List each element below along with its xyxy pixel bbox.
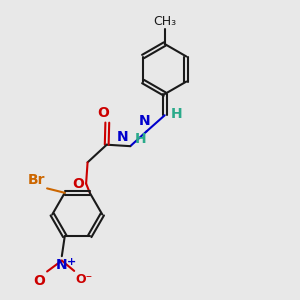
Text: N: N [56, 258, 68, 272]
Text: +: + [67, 257, 76, 267]
Text: Br: Br [28, 173, 46, 187]
Text: N: N [117, 130, 129, 144]
Text: H: H [171, 107, 183, 121]
Text: CH₃: CH₃ [153, 15, 176, 28]
Text: O: O [72, 177, 84, 190]
Text: O: O [34, 274, 46, 288]
Text: O: O [97, 106, 109, 120]
Text: H: H [135, 132, 146, 146]
Text: N: N [139, 114, 151, 128]
Text: O⁻: O⁻ [76, 273, 93, 286]
